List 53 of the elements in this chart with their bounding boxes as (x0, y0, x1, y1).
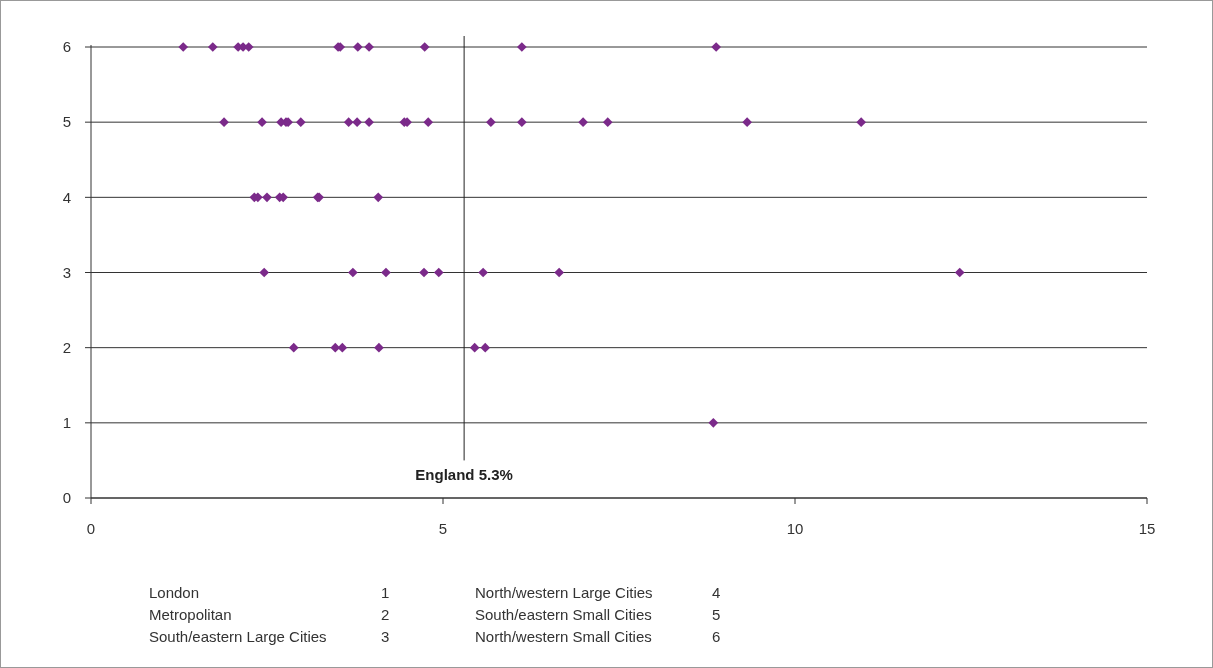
point (352, 42, 363, 52)
point (288, 342, 299, 353)
point (554, 267, 565, 278)
text: North/western Large Cities 4 (475, 584, 721, 601)
point (742, 117, 752, 128)
y-tick-label: 5 (62, 113, 72, 131)
text: London 1 (149, 584, 390, 601)
y-tick-label: 2 (62, 338, 72, 356)
y-tick-label: 6 (62, 38, 72, 56)
point (578, 117, 588, 128)
point (178, 42, 189, 52)
point (478, 267, 488, 278)
point (295, 117, 306, 128)
point (486, 117, 496, 128)
point (373, 192, 384, 203)
point (602, 117, 613, 128)
point (262, 192, 272, 203)
text: South/eastern Large Cities 3 (149, 628, 390, 645)
point (856, 117, 867, 128)
point (419, 267, 429, 278)
x-tick-label: 0 (86, 520, 96, 537)
point (364, 117, 374, 128)
point (374, 342, 384, 353)
y-tick-label: 3 (62, 263, 72, 281)
point (343, 117, 354, 128)
point (423, 117, 434, 128)
point (711, 42, 721, 52)
point (480, 342, 491, 353)
point (337, 342, 348, 353)
point (207, 42, 218, 52)
ref-line-label: England 5.3% (415, 466, 513, 484)
point (517, 117, 527, 128)
point (348, 267, 358, 278)
point (517, 42, 527, 52)
point (219, 117, 229, 128)
point (708, 417, 719, 428)
y-tick-label: 0 (62, 489, 72, 507)
x-tick-label: 10 (786, 520, 804, 537)
text: North/western Small Cities 6 (475, 628, 721, 645)
point (381, 267, 391, 278)
x-tick-label: 15 (1138, 520, 1156, 537)
y-tick-label: 4 (62, 188, 72, 206)
x-tick-label: 5 (438, 520, 448, 537)
point (954, 267, 965, 278)
point (433, 267, 444, 278)
text: Metropolitan 2 (149, 606, 390, 623)
point (352, 117, 362, 128)
point (419, 42, 430, 52)
point (469, 342, 480, 353)
point (259, 267, 270, 278)
text: South/eastern Small Cities 5 (475, 606, 721, 623)
point (257, 117, 267, 128)
y-tick-label: 1 (62, 414, 72, 432)
